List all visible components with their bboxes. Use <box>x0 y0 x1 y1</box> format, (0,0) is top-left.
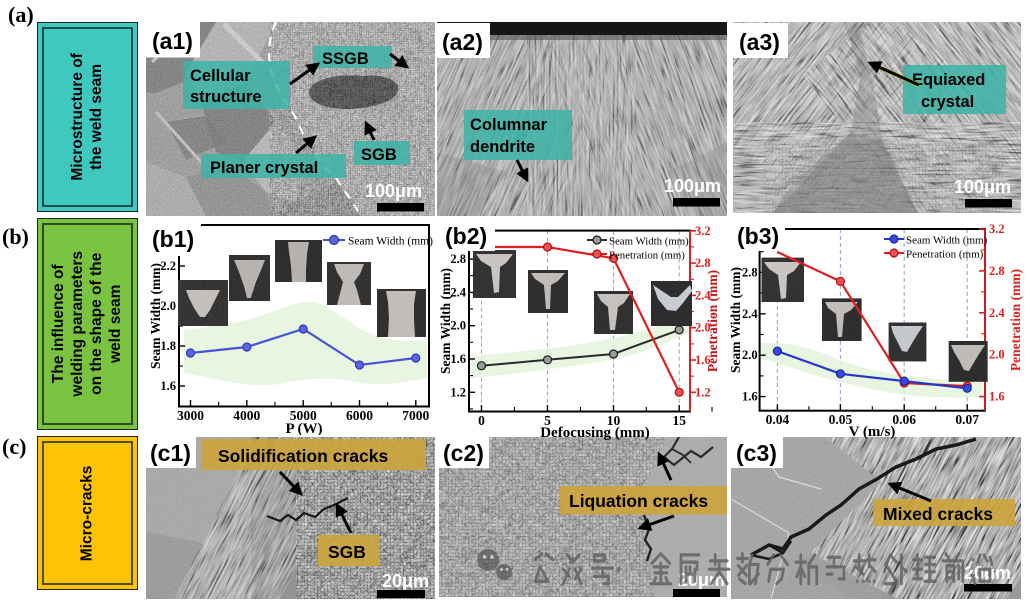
svg-text:Seam Width (mm): Seam Width (mm) <box>609 236 689 248</box>
svg-text:2.8: 2.8 <box>989 264 1005 278</box>
svg-text:20μm: 20μm <box>964 563 1011 583</box>
svg-text:2.8: 2.8 <box>695 256 711 270</box>
svg-text:1.6: 1.6 <box>742 390 758 404</box>
svg-text:Liquation cracks: Liquation cracks <box>569 491 708 511</box>
svg-text:1.8: 1.8 <box>160 339 176 353</box>
svg-text:6000: 6000 <box>346 408 373 423</box>
svg-text:(a3): (a3) <box>739 29 780 55</box>
svg-text:P (W): P (W) <box>285 421 322 435</box>
svg-text:dendrite: dendrite <box>470 138 535 156</box>
svg-text:5: 5 <box>544 413 551 428</box>
svg-text:10: 10 <box>607 413 621 428</box>
svg-text:5000: 5000 <box>290 408 317 423</box>
svg-text:Seam Width (mm): Seam Width (mm) <box>906 235 988 247</box>
svg-text:Seam Width (mm): Seam Width (mm) <box>348 236 433 248</box>
svg-text:3.2: 3.2 <box>695 224 711 238</box>
svg-text:Seam Width (mm): Seam Width (mm) <box>148 263 163 369</box>
svg-text:1.2: 1.2 <box>450 385 466 399</box>
svg-text:Seam Width (mm): Seam Width (mm) <box>440 268 453 374</box>
svg-text:2.4: 2.4 <box>989 306 1005 320</box>
svg-text:Defocusing (mm): Defocusing (mm) <box>540 425 650 440</box>
svg-text:100μm: 100μm <box>664 176 721 196</box>
svg-text:2.0: 2.0 <box>989 348 1005 362</box>
svg-text:4000: 4000 <box>233 408 260 423</box>
svg-text:7000: 7000 <box>402 408 429 423</box>
svg-text:Equiaxed: Equiaxed <box>912 71 985 89</box>
svg-text:2.4: 2.4 <box>742 307 758 321</box>
svg-text:(a1): (a1) <box>152 28 193 54</box>
svg-text:(c3): (c3) <box>736 440 777 466</box>
svg-text:(b3): (b3) <box>737 223 779 249</box>
svg-text:2.8: 2.8 <box>742 265 758 279</box>
svg-text:0.05: 0.05 <box>829 412 853 427</box>
svg-text:Mixed cracks: Mixed cracks <box>883 504 993 524</box>
svg-text:2.8: 2.8 <box>450 252 466 266</box>
svg-text:100μm: 100μm <box>365 181 422 201</box>
svg-text:0.04: 0.04 <box>766 412 790 427</box>
svg-text:20μm: 20μm <box>382 571 429 591</box>
svg-text:V (m/s): V (m/s) <box>849 424 896 440</box>
svg-text:1.6: 1.6 <box>695 353 711 367</box>
svg-text:SGB: SGB <box>361 146 397 164</box>
svg-text:(b1): (b1) <box>152 226 194 252</box>
svg-text:(c2): (c2) <box>443 440 484 466</box>
svg-text:2.2: 2.2 <box>160 259 176 273</box>
svg-text:1.6: 1.6 <box>989 390 1005 404</box>
svg-text:(c1): (c1) <box>150 440 191 466</box>
svg-text:Penetration (mm): Penetration (mm) <box>906 249 984 261</box>
svg-text:Planer crystal: Planer crystal <box>210 159 318 177</box>
svg-text:2.0: 2.0 <box>450 319 466 333</box>
svg-text:Cellular: Cellular <box>190 67 251 85</box>
svg-text:(b2): (b2) <box>445 223 487 249</box>
svg-text:0.06: 0.06 <box>892 412 916 427</box>
svg-text:Solidification cracks: Solidification cracks <box>218 446 388 466</box>
svg-text:2.0: 2.0 <box>742 348 758 362</box>
svg-text:2.4: 2.4 <box>695 288 711 302</box>
svg-text:1.2: 1.2 <box>695 385 711 399</box>
svg-text:0.07: 0.07 <box>955 412 979 427</box>
svg-text:crystal: crystal <box>921 93 974 111</box>
svg-text:3.2: 3.2 <box>989 222 1005 236</box>
svg-text:0: 0 <box>478 413 485 428</box>
svg-text:Penetration (mm): Penetration (mm) <box>1008 269 1023 371</box>
svg-text:1.6: 1.6 <box>450 352 466 366</box>
svg-text:Columnar: Columnar <box>470 116 548 134</box>
svg-text:2.0: 2.0 <box>695 321 711 335</box>
svg-text:2.4: 2.4 <box>450 285 466 299</box>
svg-text:3000: 3000 <box>177 408 204 423</box>
svg-text:(a2): (a2) <box>442 29 483 55</box>
svg-text:Penetration (mm): Penetration (mm) <box>609 250 685 262</box>
svg-text:1.6: 1.6 <box>160 379 176 393</box>
svg-text:2.0: 2.0 <box>160 299 176 313</box>
svg-text:100μm: 100μm <box>954 177 1011 197</box>
svg-text:Penetration (mm): Penetration (mm) <box>705 270 720 372</box>
svg-text:SSGB: SSGB <box>322 50 369 68</box>
svg-text:SGB: SGB <box>328 542 366 562</box>
svg-text:structure: structure <box>190 88 262 106</box>
svg-text:15: 15 <box>672 413 686 428</box>
svg-text:Seam Width (mm): Seam Width (mm) <box>730 267 743 373</box>
